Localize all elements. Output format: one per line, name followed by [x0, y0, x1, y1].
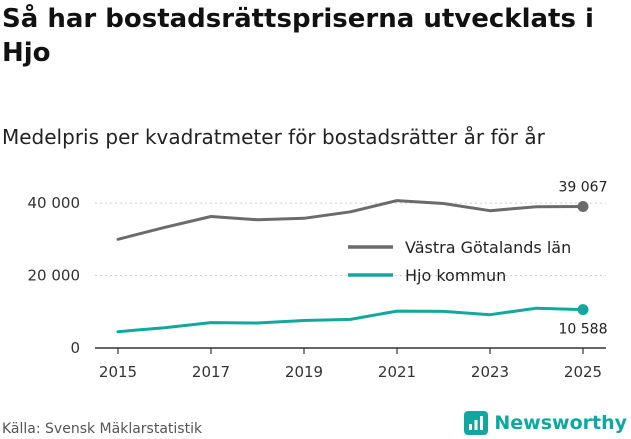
chart-title: Så har bostadsrättspriserna utvecklats i… — [2, 4, 594, 68]
x-tick-label: 2017 — [192, 363, 230, 381]
source-note: Källa: Svensk Mäklarstatistik — [2, 421, 203, 437]
brand-logo: Newsworthy — [464, 410, 627, 436]
y-tick-label: 20 000 — [28, 267, 81, 285]
series-end-label-0: 39 067 — [559, 179, 608, 195]
series-end-point-0 — [577, 200, 589, 212]
x-tick-label: 2025 — [564, 363, 602, 381]
x-tick-label: 2023 — [471, 363, 509, 381]
brand-name: Newsworthy — [494, 412, 627, 434]
x-tick-label: 2015 — [99, 363, 137, 381]
legend-label-0: Västra Götalands län — [405, 238, 571, 257]
series-end-label-1: 10 588 — [559, 322, 608, 338]
grid-layer: 0 20 000 40 000 2015 2017 2019 2021 2023 2025 — [28, 194, 606, 381]
series-line-1 — [116, 306, 585, 334]
legend: Västra Götalands län Hjo kommun — [348, 238, 571, 285]
y-tick-label: 0 — [70, 339, 80, 357]
bar-chart-logo-icon — [464, 411, 489, 435]
chart-subtitle: Medelpris per kvadratmeter för bostadsrä… — [2, 125, 545, 149]
series-end-point-1 — [577, 304, 589, 316]
y-tick-label: 40 000 — [28, 194, 81, 212]
x-tick-label: 2021 — [378, 363, 416, 381]
legend-label-1: Hjo kommun — [405, 266, 506, 285]
series-layer: 39 067 10 588 — [116, 179, 608, 338]
x-tick-label: 2019 — [285, 363, 323, 381]
series-line-0 — [116, 199, 585, 241]
